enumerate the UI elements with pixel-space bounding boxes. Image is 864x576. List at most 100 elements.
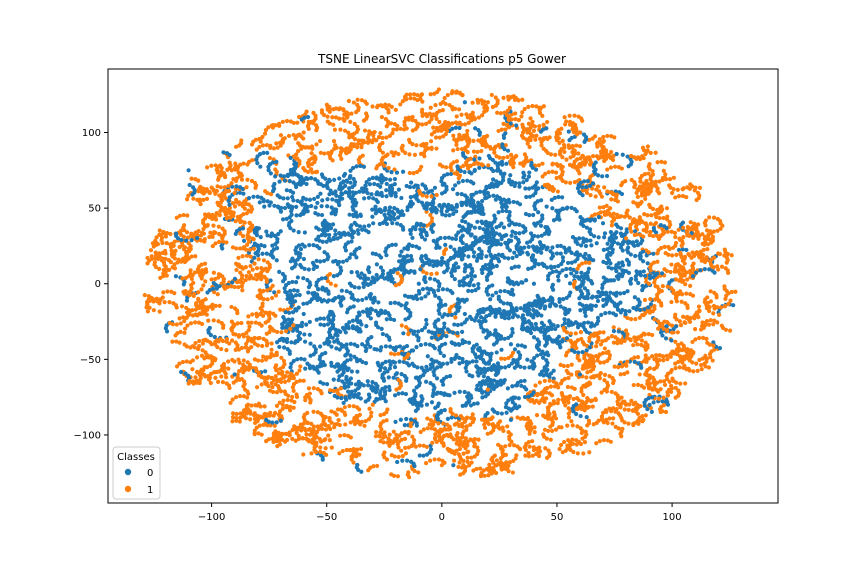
point-class-1 <box>639 333 644 338</box>
point-class-0 <box>272 290 277 295</box>
point-class-0 <box>588 303 593 308</box>
point-class-0 <box>584 237 589 242</box>
point-class-0 <box>480 221 485 226</box>
point-class-1 <box>681 234 686 240</box>
point-class-1 <box>459 112 464 117</box>
point-class-1 <box>557 446 562 452</box>
point-class-0 <box>290 310 296 315</box>
point-class-1 <box>465 443 470 448</box>
point-class-1 <box>507 105 512 110</box>
point-class-0 <box>595 315 601 320</box>
point-class-1 <box>455 121 460 126</box>
point-class-0 <box>266 167 271 173</box>
point-class-1 <box>687 319 693 325</box>
point-class-1 <box>582 401 588 406</box>
point-class-0 <box>473 287 478 293</box>
point-class-0 <box>308 341 313 346</box>
point-class-1 <box>189 276 194 281</box>
point-class-0 <box>534 187 539 192</box>
point-class-1 <box>448 164 453 170</box>
point-class-1 <box>261 258 267 263</box>
point-class-1 <box>250 267 255 272</box>
point-class-1 <box>428 139 434 144</box>
point-class-1 <box>438 124 443 130</box>
point-class-0 <box>416 198 421 204</box>
point-class-0 <box>298 356 304 361</box>
point-class-1 <box>374 463 380 469</box>
point-class-1 <box>646 332 651 337</box>
point-class-1 <box>267 310 272 315</box>
point-class-1 <box>606 336 611 341</box>
point-class-1 <box>392 352 397 357</box>
point-class-1 <box>548 384 554 389</box>
point-class-0 <box>358 163 363 169</box>
point-class-1 <box>622 407 627 412</box>
point-class-0 <box>304 197 309 202</box>
point-class-1 <box>261 375 266 380</box>
point-class-0 <box>503 240 508 245</box>
point-class-1 <box>371 464 376 469</box>
point-class-1 <box>238 231 243 236</box>
point-class-0 <box>455 191 460 196</box>
point-class-1 <box>450 121 455 126</box>
point-class-1 <box>422 154 427 159</box>
point-class-1 <box>224 375 229 380</box>
point-class-0 <box>395 221 400 226</box>
point-class-1 <box>655 160 660 165</box>
point-class-1 <box>220 226 225 231</box>
point-class-1 <box>305 420 310 426</box>
point-class-1 <box>429 132 434 137</box>
point-class-1 <box>429 219 434 224</box>
point-class-1 <box>482 473 487 478</box>
point-class-1 <box>669 323 675 328</box>
point-class-0 <box>441 202 447 207</box>
point-class-0 <box>320 239 325 244</box>
scatter-points <box>142 87 738 480</box>
point-class-0 <box>569 271 574 276</box>
point-class-0 <box>411 388 417 393</box>
point-class-0 <box>346 326 351 331</box>
point-class-1 <box>674 252 679 257</box>
point-class-1 <box>605 133 610 139</box>
point-class-1 <box>332 410 337 415</box>
point-class-1 <box>570 423 575 428</box>
point-class-1 <box>648 221 653 226</box>
point-class-0 <box>590 294 595 299</box>
point-class-1 <box>246 270 251 275</box>
point-class-1 <box>673 385 678 391</box>
point-class-1 <box>501 155 506 161</box>
point-class-1 <box>153 250 158 255</box>
point-class-0 <box>378 265 384 270</box>
point-class-1 <box>408 424 413 429</box>
point-class-0 <box>410 401 416 407</box>
point-class-1 <box>274 390 280 395</box>
point-class-0 <box>548 371 554 376</box>
point-class-0 <box>551 323 556 328</box>
point-class-1 <box>536 163 542 168</box>
point-class-1 <box>250 312 255 317</box>
point-class-0 <box>394 170 400 175</box>
point-class-0 <box>517 184 522 189</box>
point-class-1 <box>323 422 328 427</box>
point-class-0 <box>680 247 685 252</box>
point-class-1 <box>682 320 687 325</box>
point-class-0 <box>343 190 348 195</box>
point-class-0 <box>605 241 610 246</box>
point-class-0 <box>546 274 551 279</box>
point-class-0 <box>465 247 471 252</box>
point-class-0 <box>349 381 354 386</box>
point-class-1 <box>216 272 222 277</box>
point-class-1 <box>203 279 208 284</box>
point-class-1 <box>555 189 560 194</box>
point-class-1 <box>304 109 309 114</box>
point-class-0 <box>319 232 324 238</box>
point-class-0 <box>316 234 321 239</box>
point-class-0 <box>436 295 441 300</box>
point-class-0 <box>320 228 325 233</box>
point-class-1 <box>384 418 389 423</box>
point-class-0 <box>470 359 475 364</box>
point-class-0 <box>424 322 429 327</box>
point-class-0 <box>551 287 556 292</box>
point-class-1 <box>676 388 681 393</box>
point-class-0 <box>420 287 426 292</box>
